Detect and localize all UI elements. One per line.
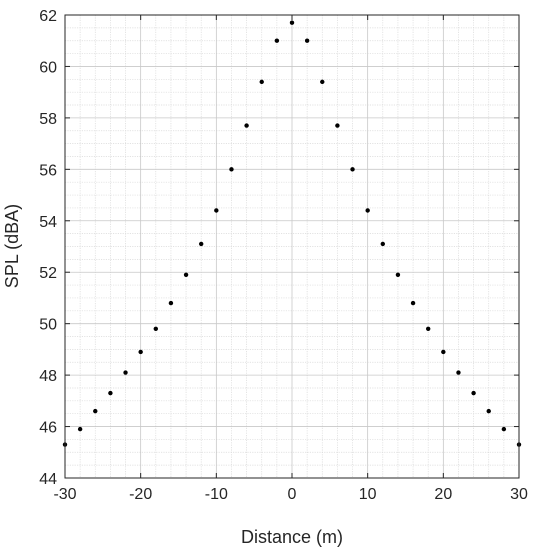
y-tick-label: 62 <box>39 8 57 25</box>
x-axis-ticks: -30 -20 -10 0 10 20 30 <box>53 15 528 503</box>
y-tick-label: 58 <box>39 111 57 128</box>
x-tick-label: -20 <box>129 486 152 503</box>
data-point <box>168 300 174 306</box>
data-point <box>183 272 189 277</box>
data-point <box>153 326 158 332</box>
x-tick-label: 0 <box>288 486 297 503</box>
y-tick-label: 60 <box>39 59 57 76</box>
data-point <box>365 208 370 213</box>
data-point <box>199 241 204 247</box>
y-tick-label: 46 <box>39 420 57 437</box>
data-point <box>456 370 461 375</box>
data-point <box>77 426 83 432</box>
data-point <box>214 208 219 213</box>
data-point <box>289 20 295 25</box>
data-point <box>229 167 234 172</box>
data-point <box>395 272 401 277</box>
data-point <box>471 390 476 396</box>
data-point <box>259 79 264 85</box>
y-tick-label: 52 <box>39 265 57 282</box>
x-tick-label: -30 <box>53 486 76 503</box>
data-point <box>123 370 128 375</box>
data-point <box>501 426 507 432</box>
y-tick-label: 54 <box>39 214 57 231</box>
y-tick-label: 50 <box>39 317 57 334</box>
x-tick-label: 20 <box>434 486 452 503</box>
data-points <box>62 20 522 447</box>
data-point <box>320 79 325 85</box>
minor-grid <box>65 15 519 478</box>
x-tick-label: -10 <box>205 486 228 503</box>
y-axis-ticks: 44 46 48 50 52 54 56 58 60 62 <box>39 8 519 488</box>
data-point <box>410 300 416 306</box>
data-point <box>138 349 143 355</box>
data-point <box>108 390 113 396</box>
data-point <box>486 408 491 414</box>
y-tick-label: 56 <box>39 162 57 179</box>
y-tick-label: 48 <box>39 368 57 385</box>
data-point <box>304 38 310 43</box>
data-point <box>244 123 249 128</box>
y-tick-label: 44 <box>39 471 57 488</box>
data-point <box>350 167 355 172</box>
x-tick-label: 30 <box>510 486 528 503</box>
data-point <box>335 123 340 128</box>
y-axis-label: SPL (dBA) <box>2 204 22 288</box>
data-point <box>426 326 431 332</box>
data-point <box>441 349 446 355</box>
data-point <box>380 241 385 247</box>
data-point <box>93 408 98 414</box>
x-tick-label: 10 <box>359 486 377 503</box>
x-axis-label: Distance (m) <box>241 527 343 547</box>
data-point <box>274 38 280 43</box>
